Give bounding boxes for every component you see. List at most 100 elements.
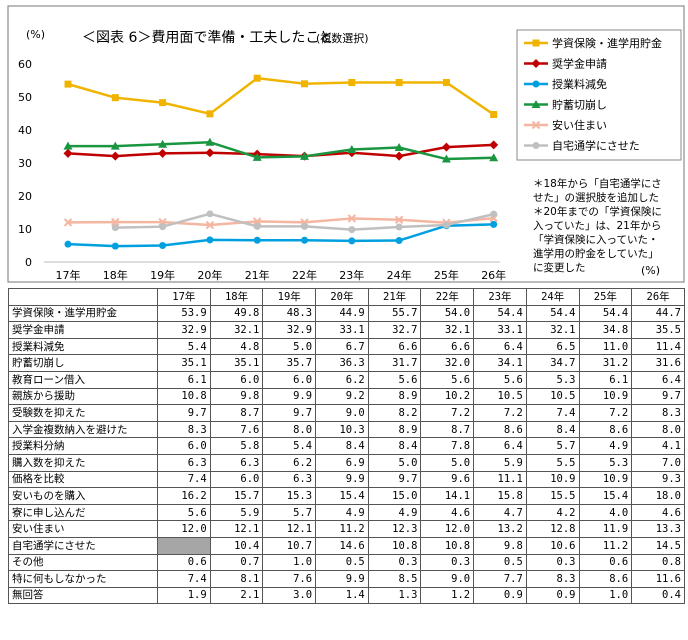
annotation-line: に変更した bbox=[533, 261, 586, 274]
table-cell: 6.1 bbox=[578, 370, 633, 389]
data-point bbox=[300, 151, 309, 160]
table-row: 自宅通学にさせた 10.4 10.7 14.6 10.8 10.8 9.8 10.6 11.2 1… bbox=[8, 536, 685, 555]
x-tick-label: 22年 bbox=[292, 268, 317, 282]
table-cell: 7.8 bbox=[420, 437, 475, 455]
table-cell: 9.8 bbox=[473, 536, 527, 555]
data-point bbox=[110, 151, 120, 161]
table-cell: 9.9 bbox=[315, 470, 369, 489]
row-label: 親族から援助 bbox=[8, 387, 158, 406]
table-cell: 9.7 bbox=[367, 470, 422, 489]
table-row: 奨学金申請 32.9 32.1 32.9 33.1 32.7 32.1 33.1 32.1 34.… bbox=[8, 321, 685, 339]
data-point bbox=[301, 236, 308, 244]
data-point bbox=[158, 148, 168, 158]
table-row: 入学金複数納入を避けた 8.3 7.6 8.0 10.3 8.9 8.7 8.6 8.4 8.6 8… bbox=[8, 420, 685, 439]
table-row: 購入数を抑えた 6.3 6.3 6.2 6.9 5.0 5.0 5.9 5.5 5.3 7.0 bbox=[8, 453, 685, 472]
x-tick-label: 25年 bbox=[434, 268, 459, 282]
row-label: 寮に申し込んだ bbox=[8, 503, 158, 522]
series bbox=[64, 74, 498, 118]
table-cell: 5.3 bbox=[578, 453, 633, 472]
table-row: 親族から援助 10.8 9.8 9.9 9.2 8.9 10.2 10.5 10.5 10.9 9.… bbox=[8, 387, 685, 406]
table-cell: 11.2 bbox=[315, 520, 369, 538]
table-cell: 8.3 bbox=[631, 404, 685, 422]
table-cell: 4.8 bbox=[209, 337, 264, 356]
y-tick-label: 10 bbox=[18, 223, 32, 236]
table-cell: 2.1 bbox=[209, 586, 264, 605]
table-cell: 54.4 bbox=[525, 304, 580, 323]
legend-label: 自宅通学にさせた bbox=[552, 139, 640, 153]
table-cell: 6.6 bbox=[367, 337, 422, 356]
table-cell: 35.1 bbox=[209, 354, 264, 372]
column-header: 20年 bbox=[315, 288, 369, 306]
table-cell: 32.9 bbox=[157, 321, 211, 339]
table-cell: 48.3 bbox=[262, 304, 317, 323]
data-point bbox=[206, 236, 214, 244]
table-cell: 8.6 bbox=[578, 570, 633, 588]
x-tick-label: 26年 bbox=[481, 268, 506, 282]
table-cell: 4.9 bbox=[578, 437, 633, 455]
table-cell: 15.3 bbox=[262, 487, 317, 505]
legend-label: 奨学金申請 bbox=[552, 57, 607, 71]
data-point bbox=[63, 148, 73, 158]
table-row: 安い住まい 12.0 12.1 12.1 11.2 12.3 12.0 13.2 12.8 11.… bbox=[8, 520, 685, 538]
table-cell: 18.0 bbox=[631, 487, 685, 505]
table-cell: 32.1 bbox=[209, 321, 264, 339]
table-corner bbox=[8, 288, 158, 306]
table-cell: 35.1 bbox=[157, 354, 211, 372]
legend-box bbox=[516, 29, 682, 161]
table-cell: 5.3 bbox=[525, 370, 580, 389]
table-cell: 8.5 bbox=[367, 570, 422, 588]
data-point bbox=[347, 214, 357, 223]
column-header: 26年 bbox=[631, 288, 685, 306]
legend-item: 学資保険・進学用貯金 bbox=[524, 36, 662, 50]
table-cell: 6.4 bbox=[473, 337, 527, 356]
row-label: 教育ローン借入 bbox=[8, 370, 158, 389]
data-point bbox=[252, 217, 262, 226]
row-label: 価格を比較 bbox=[8, 470, 158, 489]
table-cell: 36.3 bbox=[315, 354, 369, 372]
table-cell: 0.7 bbox=[209, 553, 264, 572]
chart-title: ＜図表 6＞費用面で準備・工夫したこと bbox=[82, 30, 333, 46]
table-cell: 1.0 bbox=[578, 586, 633, 605]
table-cell: 11.0 bbox=[578, 337, 633, 356]
x-tick-label: 21年 bbox=[245, 268, 270, 282]
table-cell: 4.0 bbox=[578, 503, 633, 522]
table-cell: 15.7 bbox=[209, 487, 264, 505]
annotation-line: ＊20年までの「学資保険に bbox=[533, 205, 662, 218]
table-cell: 7.2 bbox=[420, 404, 475, 422]
table-cell: 5.5 bbox=[525, 453, 580, 472]
table-cell: 35.5 bbox=[631, 321, 685, 339]
legend-label: 学資保険・進学用貯金 bbox=[552, 36, 662, 50]
table-cell: 6.1 bbox=[157, 370, 211, 389]
data-point bbox=[64, 240, 72, 248]
table-cell: 4.6 bbox=[420, 503, 475, 522]
row-label: 奨学金申請 bbox=[8, 321, 158, 339]
table-cell: 6.6 bbox=[420, 337, 475, 356]
data-point bbox=[531, 100, 541, 108]
table-cell: 6.0 bbox=[209, 470, 264, 489]
table-row: 安いものを購入 16.2 15.7 15.3 15.4 15.0 14.1 15.8 15.5 1… bbox=[8, 487, 685, 505]
table-cell: 54.4 bbox=[578, 304, 633, 323]
table-cell: 6.4 bbox=[631, 370, 685, 389]
series-lines bbox=[63, 74, 499, 250]
table-cell: 8.0 bbox=[262, 420, 317, 439]
table-cell: 5.7 bbox=[262, 503, 317, 522]
line-chart: ＜図表 6＞費用面で準備・工夫したこと (複数選択) (%) (%) 0 10 20… bbox=[7, 5, 685, 283]
row-label: その他 bbox=[8, 553, 158, 572]
data-point bbox=[531, 120, 541, 130]
table-cell: 9.2 bbox=[315, 387, 369, 406]
row-label: 購入数を抑えた bbox=[8, 453, 158, 472]
data-point bbox=[490, 220, 498, 228]
table-cell: 12.0 bbox=[157, 520, 211, 538]
table-cell: 10.9 bbox=[578, 470, 633, 489]
y-tick-label: 50 bbox=[18, 91, 32, 104]
table-cell: 4.6 bbox=[631, 503, 685, 522]
data-point bbox=[205, 220, 215, 230]
data-point bbox=[489, 153, 499, 162]
data-point bbox=[348, 237, 356, 245]
data-point bbox=[490, 210, 498, 218]
table-cell: 15.5 bbox=[525, 487, 580, 505]
table-row: 授業料減免 5.4 4.8 5.0 6.7 6.6 6.6 6.4 6.5 11.0 11.4 bbox=[8, 337, 685, 356]
table-cell: 8.2 bbox=[367, 404, 422, 422]
table-cell: 44.7 bbox=[631, 304, 685, 323]
